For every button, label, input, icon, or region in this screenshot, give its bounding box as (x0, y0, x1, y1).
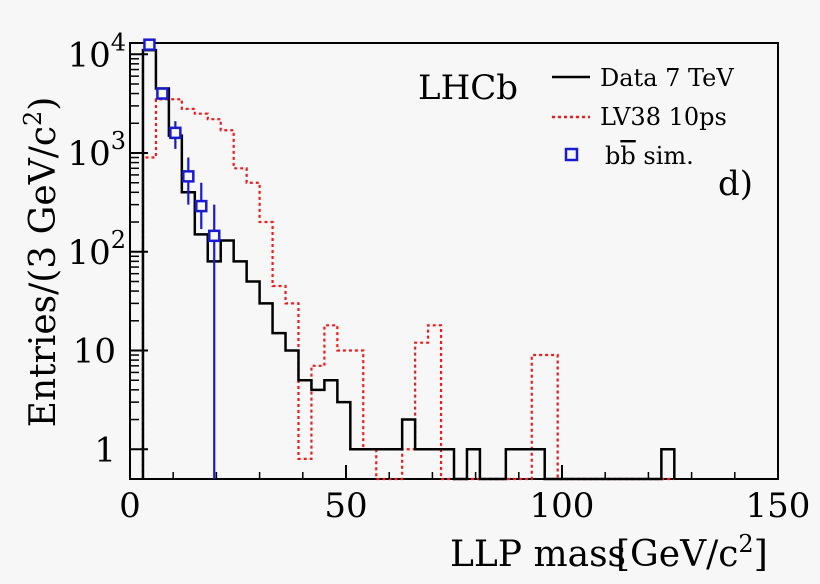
bb-marker (156, 87, 169, 100)
y-axis-label: Entries/(3 GeV/c2) (19, 97, 64, 428)
y-tick-label: 102 (67, 226, 126, 273)
experiment-label: LHCb (418, 68, 518, 108)
y-tick-label: 104 (67, 28, 126, 75)
y-tick-label: 103 (67, 127, 126, 174)
bb-marker (169, 126, 182, 140)
x-tick-label: 50 (324, 486, 367, 526)
legend: Data 7 TeV LV38 10ps bb sim. (552, 64, 734, 170)
x-axis-unit: [GeV/c2] (616, 530, 768, 575)
legend-bb-swatch (564, 147, 579, 162)
x-tick-label: 100 (530, 486, 595, 526)
bb-marker (195, 199, 208, 213)
lv38-histogram (141, 98, 675, 481)
y-tick-label: 1 (94, 430, 116, 470)
x-axis-label: LLP mass (450, 534, 626, 575)
data-histogram (141, 48, 676, 481)
bb-marker (182, 170, 195, 183)
bb-marker (143, 38, 156, 51)
legend-lv38-label: LV38 10ps (600, 103, 727, 131)
x-tick-label: 150 (746, 486, 811, 526)
bb-marker (207, 229, 221, 243)
x-tick-label: 0 (119, 486, 141, 526)
legend-bb-label: bb sim. (605, 142, 694, 170)
panel-label: d) (718, 164, 753, 204)
y-tick-label: 10 (73, 332, 116, 372)
legend-data-label: Data 7 TeV (600, 64, 734, 92)
